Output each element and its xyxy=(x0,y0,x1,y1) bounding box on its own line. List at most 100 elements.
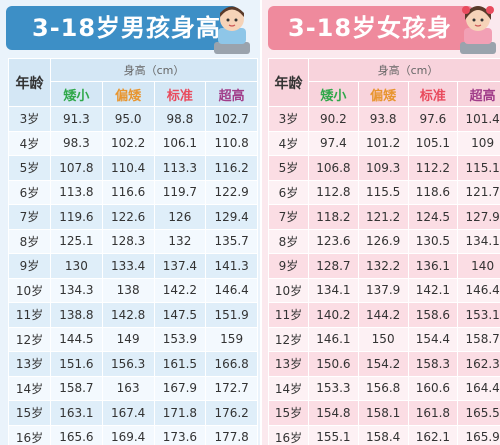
height-cell: 142.2 xyxy=(153,277,207,303)
height-cell: 158.7 xyxy=(50,375,103,401)
height-cell: 177.8 xyxy=(205,424,258,445)
height-cell: 107.8 xyxy=(50,155,103,181)
height-cell: 162.3 xyxy=(457,351,500,377)
height-cell: 132 xyxy=(153,228,207,254)
height-cell: 135.7 xyxy=(205,228,258,254)
height-cell: 118.6 xyxy=(407,179,459,205)
category-short: 矮小 xyxy=(50,81,103,107)
height-cell: 156.8 xyxy=(357,375,409,401)
table-row: 6岁 113.8 116.6 119.7 122.9 xyxy=(8,179,258,205)
height-cell: 137.4 xyxy=(153,253,207,279)
height-cell: 155.1 xyxy=(308,424,359,445)
age-cell: 10岁 xyxy=(268,277,309,303)
table-row: 11岁 138.8 142.8 147.5 151.9 xyxy=(8,302,258,328)
table-row: 14岁 153.3 156.8 160.6 164.4 xyxy=(268,375,500,401)
table-row: 7岁 119.6 122.6 126 129.4 xyxy=(8,204,258,230)
category-short: 矮小 xyxy=(308,81,359,107)
height-cell: 163 xyxy=(101,375,155,401)
height-cell: 142.8 xyxy=(101,302,155,328)
age-cell: 13岁 xyxy=(268,351,309,377)
height-cell: 133.4 xyxy=(101,253,155,279)
height-cell: 98.8 xyxy=(153,106,207,132)
height-cell: 169.4 xyxy=(101,424,155,445)
table-row: 10岁 134.3 138 142.2 146.4 xyxy=(8,277,258,303)
age-header: 年龄 xyxy=(268,58,309,107)
height-cell: 116.6 xyxy=(101,179,155,205)
height-cell: 95.0 xyxy=(101,106,155,132)
height-cell: 119.6 xyxy=(50,204,103,230)
height-cell: 136.1 xyxy=(407,253,459,279)
height-cell: 165.9 xyxy=(457,424,500,445)
age-cell: 14岁 xyxy=(268,375,309,401)
height-cell: 172.7 xyxy=(205,375,258,401)
height-unit-header: 身高（cm） xyxy=(50,58,258,82)
girls-title: 3-18岁女孩身高 xyxy=(268,6,474,86)
height-cell: 134.1 xyxy=(308,277,359,303)
age-cell: 8岁 xyxy=(268,228,309,254)
height-cell: 153.3 xyxy=(308,375,359,401)
height-cell: 153.9 xyxy=(153,326,207,352)
height-cell: 127.9 xyxy=(457,204,500,230)
height-cell: 154.8 xyxy=(308,400,359,426)
table-row: 4岁 98.3 102.2 106.1 110.8 xyxy=(8,130,258,156)
height-cell: 156.3 xyxy=(101,351,155,377)
table-row: 8岁 123.6 126.9 130.5 134.1 xyxy=(268,228,500,254)
table-row: 12岁 146.1 150 154.4 158.7 xyxy=(268,326,500,352)
height-cell: 128.7 xyxy=(308,253,359,279)
category-below-average: 偏矮 xyxy=(357,81,409,107)
height-cell: 158.6 xyxy=(407,302,459,328)
age-cell: 3岁 xyxy=(8,106,51,132)
height-cell: 90.2 xyxy=(308,106,359,132)
table-row: 16岁 155.1 158.4 162.1 165.9 xyxy=(268,424,500,445)
height-cell: 163.1 xyxy=(50,400,103,426)
height-cell: 113.8 xyxy=(50,179,103,205)
age-cell: 6岁 xyxy=(268,179,309,205)
height-cell: 171.8 xyxy=(153,400,207,426)
table-row: 4岁 97.4 101.2 105.1 109 xyxy=(268,130,500,156)
age-cell: 12岁 xyxy=(8,326,51,352)
height-cell: 134.3 xyxy=(50,277,103,303)
height-cell: 159 xyxy=(205,326,258,352)
age-cell: 12岁 xyxy=(268,326,309,352)
height-cell: 106.8 xyxy=(308,155,359,181)
height-cell: 119.7 xyxy=(153,179,207,205)
height-cell: 150.6 xyxy=(308,351,359,377)
table-row: 3岁 91.3 95.0 98.8 102.7 xyxy=(8,106,258,132)
table-row: 11岁 140.2 144.2 158.6 153.1 xyxy=(268,302,500,328)
height-cell: 130.5 xyxy=(407,228,459,254)
girls-panel: 3-18岁女孩身高 年龄 身高（cm） 矮小 偏矮 标准 超高 3岁90.293… xyxy=(262,0,500,445)
height-cell: 142.1 xyxy=(407,277,459,303)
height-cell: 121.7 xyxy=(457,179,500,205)
table-row: 12岁 144.5 149 153.9 159 xyxy=(8,326,258,352)
height-cell: 93.8 xyxy=(357,106,409,132)
height-cell: 121.2 xyxy=(357,204,409,230)
height-cell: 167.4 xyxy=(101,400,155,426)
table-row: 6岁 112.8 115.5 118.6 121.7 xyxy=(268,179,500,205)
height-cell: 158.4 xyxy=(357,424,409,445)
age-cell: 4岁 xyxy=(268,130,309,156)
height-cell: 122.9 xyxy=(205,179,258,205)
table-row: 5岁 107.8 110.4 113.3 116.2 xyxy=(8,155,258,181)
table-row: 14岁 158.7 163 167.9 172.7 xyxy=(8,375,258,401)
category-below-average: 偏矮 xyxy=(101,81,155,107)
height-cell: 150 xyxy=(357,326,409,352)
height-cell: 134.1 xyxy=(457,228,500,254)
height-cell: 97.6 xyxy=(407,106,459,132)
table-row: 8岁 125.1 128.3 132 135.7 xyxy=(8,228,258,254)
height-cell: 98.3 xyxy=(50,130,103,156)
height-cell: 141.3 xyxy=(205,253,258,279)
height-cell: 112.2 xyxy=(407,155,459,181)
category-standard: 标准 xyxy=(407,81,459,107)
age-cell: 16岁 xyxy=(8,424,51,445)
age-cell: 9岁 xyxy=(268,253,309,279)
height-cell: 144.2 xyxy=(357,302,409,328)
table-row: 9岁 130 133.4 137.4 141.3 xyxy=(8,253,258,279)
age-cell: 14岁 xyxy=(8,375,51,401)
height-cell: 158.1 xyxy=(357,400,409,426)
height-cell: 160.6 xyxy=(407,375,459,401)
height-cell: 101.2 xyxy=(357,130,409,156)
height-cell: 123.6 xyxy=(308,228,359,254)
height-cell: 158.3 xyxy=(407,351,459,377)
age-cell: 15岁 xyxy=(8,400,51,426)
table-row: 9岁 128.7 132.2 136.1 140 xyxy=(268,253,500,279)
